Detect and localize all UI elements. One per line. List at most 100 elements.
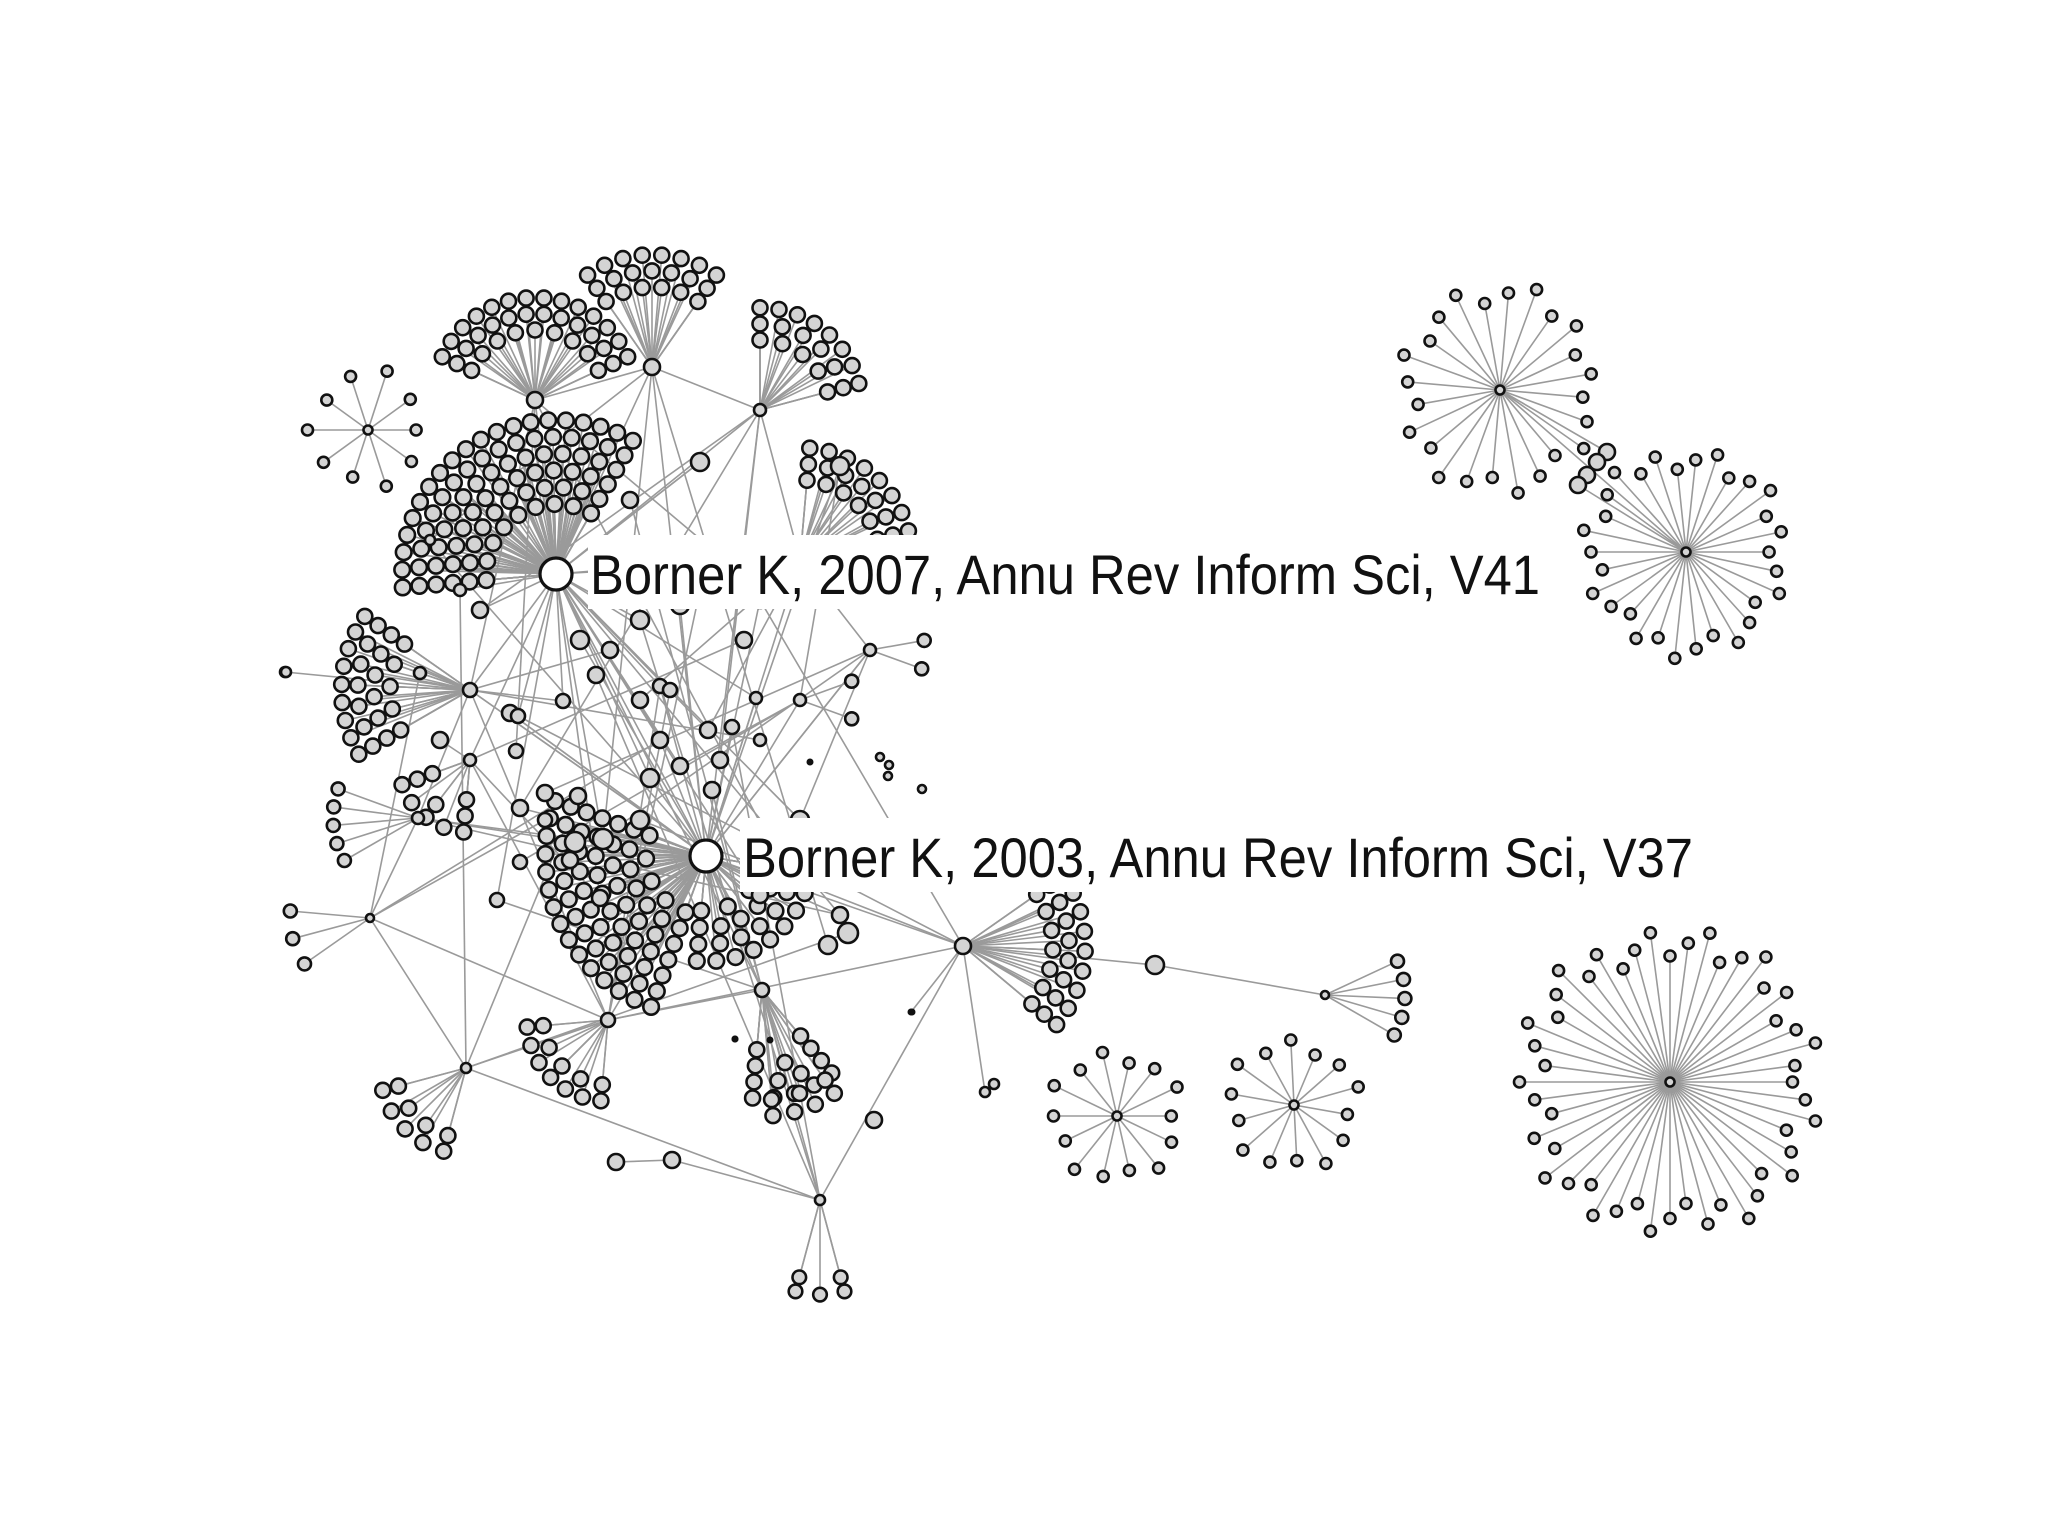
network-node (1054, 970, 1073, 989)
network-node (485, 503, 504, 522)
network-node (1423, 334, 1437, 348)
network-edge (761, 989, 779, 1081)
network-node (1511, 486, 1525, 500)
network-edge (1602, 551, 1687, 571)
network-nodes (278, 246, 1823, 1303)
network-node (534, 1016, 553, 1035)
network-node (809, 362, 828, 380)
network-node (373, 1081, 392, 1100)
network-node (593, 809, 612, 828)
network-node (609, 981, 629, 1001)
network-node (689, 935, 708, 954)
network-edge (819, 945, 964, 1201)
network-edge (1116, 1062, 1130, 1117)
network-node (625, 990, 644, 1009)
network-node (398, 525, 417, 545)
network-node (568, 786, 588, 806)
network-edge (1324, 994, 1403, 1019)
network-edge (555, 366, 653, 575)
network-node (394, 543, 413, 562)
network-node (864, 1110, 884, 1130)
network-edge (1499, 389, 1588, 423)
network-edge (1649, 1081, 1671, 1232)
network-edge (1483, 303, 1501, 391)
network-node (568, 316, 587, 334)
network-node (535, 478, 554, 498)
network-node (1785, 1168, 1799, 1183)
network-node (581, 959, 601, 978)
network-node (482, 463, 501, 482)
network-node (745, 1073, 763, 1091)
network-node (552, 309, 571, 327)
network-edge (337, 788, 419, 819)
network-edge (404, 1067, 467, 1130)
network-edge (1674, 551, 1687, 659)
network-node (342, 728, 360, 747)
network-node (588, 866, 607, 885)
network-edge (1499, 389, 1585, 450)
network-edge (1669, 1081, 1792, 1153)
network-edge (555, 573, 604, 840)
network-node (1259, 1046, 1273, 1061)
network-node (1584, 545, 1598, 559)
network-edge (615, 1159, 673, 1163)
network-node (491, 477, 510, 496)
network-edge (1499, 289, 1538, 391)
network-node (1580, 414, 1594, 429)
network-edge (705, 465, 841, 857)
network-node (1485, 470, 1500, 485)
network-node (1663, 1211, 1677, 1226)
network-node (640, 826, 659, 845)
network-node (590, 452, 609, 471)
network-node (473, 449, 492, 468)
network-node (443, 451, 462, 470)
network-node (1748, 595, 1762, 610)
network-node (614, 249, 632, 268)
network-node (642, 357, 662, 377)
network-edge (1685, 531, 1782, 553)
network-node (566, 907, 585, 926)
network-node (332, 675, 351, 694)
network-edge (1669, 1064, 1796, 1083)
network-node (534, 445, 554, 464)
network-node (525, 463, 545, 482)
network-node (499, 292, 518, 311)
network-node (883, 759, 895, 771)
network-node (552, 292, 571, 311)
network-edge (534, 366, 653, 401)
network-node (1308, 1048, 1322, 1062)
network-node (581, 900, 600, 919)
network-node (800, 439, 819, 458)
network-edge (1685, 477, 1730, 553)
network-node (382, 626, 401, 644)
network-node (1735, 950, 1749, 965)
network-node (1742, 474, 1757, 489)
network-node (1731, 635, 1746, 650)
network-node (1395, 971, 1412, 988)
network-node (457, 790, 476, 809)
network-node (1663, 949, 1677, 963)
network-edge (1669, 1081, 1722, 1206)
network-node (1561, 1176, 1576, 1191)
network-node (459, 1061, 473, 1075)
network-edge (659, 739, 707, 857)
network-node (1067, 1162, 1082, 1177)
network-node (836, 1283, 853, 1300)
network-edge (369, 739, 661, 919)
network-node (586, 846, 605, 866)
network-node (488, 332, 507, 350)
network-node (545, 494, 564, 514)
network-node (575, 924, 594, 943)
network-node (517, 289, 535, 307)
network-node (598, 318, 617, 337)
network-node (1501, 286, 1516, 300)
network-edge (1102, 1115, 1118, 1177)
network-node (333, 693, 352, 712)
network-node (1742, 1211, 1756, 1226)
network-node (1623, 606, 1638, 621)
network-node (319, 393, 334, 407)
network-node (372, 645, 390, 663)
network-node (389, 1077, 408, 1095)
network-edge (1669, 962, 1721, 1083)
